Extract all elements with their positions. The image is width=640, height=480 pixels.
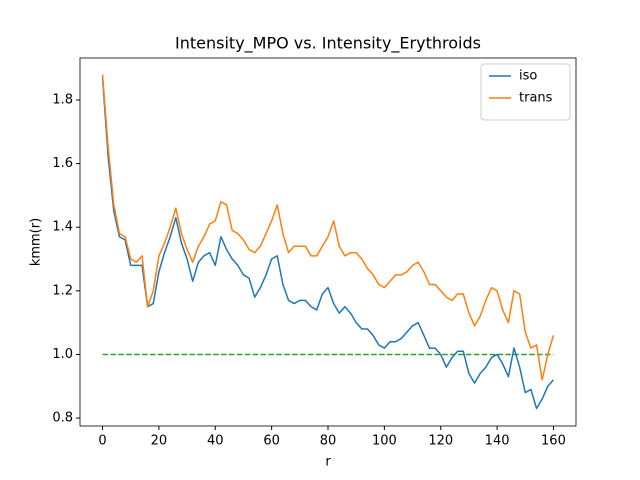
x-tick-label: 0 xyxy=(98,434,106,449)
x-tick-label: 120 xyxy=(428,434,453,449)
series-line xyxy=(101,77,555,410)
series-line xyxy=(101,74,555,381)
x-tick-label: 140 xyxy=(485,434,510,449)
y-tick-label: 1.0 xyxy=(52,347,73,362)
y-tick-label: 1.2 xyxy=(52,283,73,298)
legend-box xyxy=(480,63,571,121)
x-tick-label: 80 xyxy=(320,434,337,449)
y-tick-label: 1.8 xyxy=(52,92,73,107)
y-tick-label: 1.6 xyxy=(52,156,73,171)
y-tick-label: 0.8 xyxy=(52,411,73,426)
y-tick-label: 1.4 xyxy=(52,220,73,235)
x-tick-label: 40 xyxy=(207,434,224,449)
x-tick-label: 160 xyxy=(541,434,566,449)
x-tick-label: 20 xyxy=(151,434,168,449)
legend-label: iso xyxy=(519,69,537,84)
y-axis-label: kmm(r) xyxy=(29,218,44,266)
x-tick-label: 100 xyxy=(372,434,397,449)
chart-title: Intensity_MPO vs. Intensity_Erythroids xyxy=(175,34,481,54)
plot-frame xyxy=(79,57,577,427)
x-tick-label: 60 xyxy=(263,434,280,449)
legend-label: trans xyxy=(519,91,553,106)
x-axis-label: r xyxy=(325,455,331,470)
